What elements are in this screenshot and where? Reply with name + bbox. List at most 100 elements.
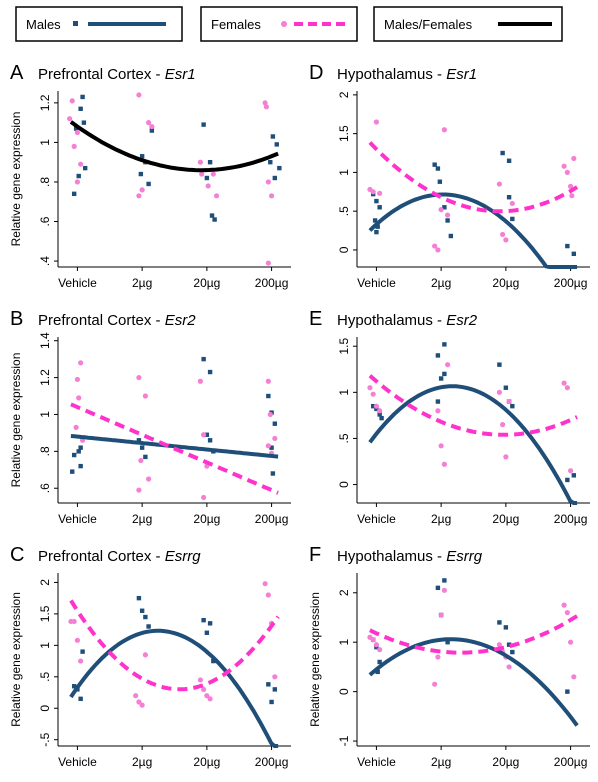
- female-point: [503, 237, 509, 243]
- males-fit-line: [70, 434, 279, 459]
- female-point: [71, 143, 77, 149]
- x-tick-label: 200µg: [554, 512, 588, 526]
- combined-fit-line: [69, 120, 279, 173]
- female-point: [197, 159, 203, 165]
- x-tick-label: Vehicle: [357, 755, 396, 769]
- male-point: [565, 243, 570, 249]
- males-fit-line: [368, 637, 579, 727]
- male-point: [435, 399, 441, 404]
- female-point: [561, 602, 567, 608]
- female-point: [76, 395, 82, 401]
- male-point: [500, 150, 505, 156]
- female-point: [265, 260, 271, 266]
- panel-c: C Prefrontal Cortex - Esrrg -.5 0 .5 1 1.5 2 Veh…: [9, 544, 291, 769]
- panel-title-region: Hypothalamus -: [337, 312, 446, 329]
- female-point: [377, 190, 383, 196]
- male-point: [269, 699, 274, 705]
- y-tick-label: 0: [38, 705, 52, 712]
- male-point: [445, 640, 450, 645]
- male-point: [269, 445, 274, 450]
- legend-females-label: Females: [211, 17, 261, 32]
- male-point: [442, 342, 447, 347]
- female-point: [435, 654, 441, 660]
- male-point: [71, 191, 77, 197]
- female-point: [210, 171, 216, 177]
- panel-letter: C: [10, 544, 24, 566]
- female-point: [435, 247, 441, 253]
- legend-males-marker: [73, 21, 78, 26]
- y-tick-label: -1: [337, 735, 351, 746]
- male-point: [71, 452, 77, 458]
- male-point: [207, 369, 213, 375]
- male-point: [146, 624, 151, 629]
- x-tick-label: Vehicle: [357, 276, 396, 290]
- y-tick-label: .8: [38, 177, 52, 187]
- x-tick-label: 2µg: [431, 755, 451, 769]
- x-tick-label: 20µg: [193, 276, 220, 290]
- panels: A Prefrontal Cortex - Esr1 .4 .6 .8 1 1.2 Vehic…: [9, 62, 590, 769]
- panel-title-region: Hypothalamus -: [337, 66, 446, 83]
- y-axis-label: Relative gene expression: [308, 592, 322, 727]
- male-point: [448, 233, 454, 239]
- male-point: [374, 406, 379, 412]
- x-tick-label: Vehicle: [58, 276, 97, 290]
- male-point: [201, 617, 206, 623]
- female-point: [564, 169, 570, 176]
- female-point: [201, 686, 207, 692]
- y-tick-label: .5: [337, 206, 351, 216]
- y-tick-label: 1: [38, 411, 52, 418]
- female-point: [146, 476, 152, 482]
- male-point: [571, 473, 577, 478]
- male-point: [270, 134, 276, 139]
- female-point: [139, 187, 145, 193]
- male-point: [211, 658, 216, 664]
- females-fit-line: [70, 402, 279, 495]
- male-point: [274, 142, 279, 147]
- female-point: [207, 696, 213, 702]
- x-tick-label: 20µg: [492, 512, 519, 526]
- males-fit-line: [368, 192, 578, 269]
- panel-title: Hypothalamus - Esrrg: [337, 548, 483, 565]
- panel-f: F Hypothalamus - Esrrg -1 0 1 2 Vehicle 2µg 20µg…: [308, 544, 590, 769]
- female-point: [136, 92, 142, 98]
- legend-combined: Males/Females: [373, 6, 563, 42]
- male-point: [432, 162, 437, 167]
- male-point: [143, 454, 148, 460]
- panel-letter: F: [309, 544, 321, 566]
- female-point: [133, 693, 139, 699]
- male-point: [272, 687, 278, 692]
- female-point: [201, 494, 207, 501]
- female-point: [503, 454, 509, 460]
- y-tick-label: 1: [337, 639, 351, 646]
- male-point: [503, 385, 509, 390]
- female-point: [496, 642, 502, 648]
- y-tick-label: -.5: [38, 732, 52, 746]
- male-point: [272, 175, 278, 181]
- x-tick-label: 2µg: [132, 276, 152, 290]
- male-point: [370, 403, 376, 409]
- female-point: [199, 171, 205, 177]
- female-point: [571, 155, 577, 162]
- y-tick-label: 1.2: [38, 94, 52, 111]
- panel-letter: D: [309, 62, 323, 84]
- male-point: [506, 642, 512, 647]
- x-tick-label: 2µg: [431, 512, 451, 526]
- legend-combined-label: Males/Females: [384, 17, 473, 32]
- male-point: [277, 165, 282, 171]
- female-point: [74, 637, 81, 643]
- female-point: [441, 461, 447, 467]
- male-point: [497, 362, 502, 367]
- y-tick-label: 1.2: [38, 369, 52, 386]
- male-point: [146, 181, 151, 187]
- male-point: [442, 578, 447, 583]
- y-tick-label: 2: [337, 589, 351, 596]
- y-tick-label: 1: [38, 642, 52, 649]
- female-point: [142, 393, 148, 399]
- male-point: [374, 229, 379, 235]
- female-point: [367, 385, 373, 391]
- panel-title-gene: Esrrg: [165, 548, 201, 565]
- female-point: [509, 200, 515, 207]
- female-point: [142, 652, 148, 658]
- male-point: [377, 412, 382, 417]
- female-point: [569, 193, 575, 199]
